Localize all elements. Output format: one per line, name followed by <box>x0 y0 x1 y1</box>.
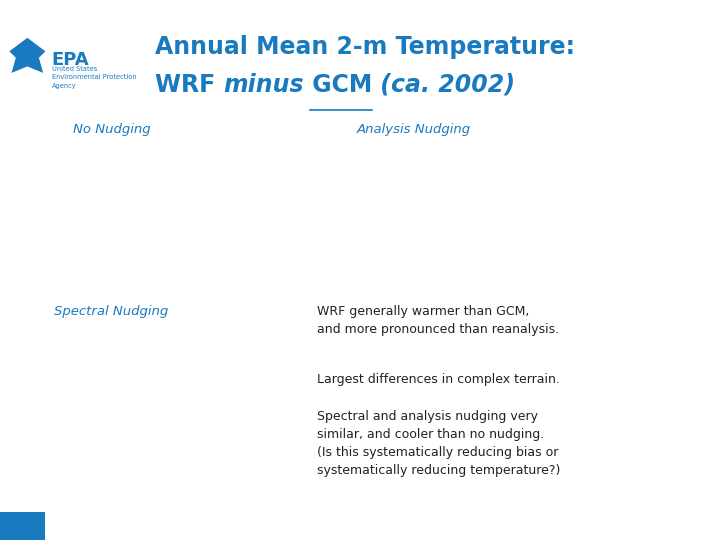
Text: WRF generally warmer than GCM,
and more pronounced than reanalysis.: WRF generally warmer than GCM, and more … <box>317 305 559 336</box>
Text: EPA: EPA <box>52 51 89 69</box>
Text: WRF: WRF <box>155 73 223 97</box>
Text: (ca. 2002): (ca. 2002) <box>372 73 516 97</box>
Text: Spectral Nudging: Spectral Nudging <box>55 305 168 318</box>
Text: Spectral and analysis nudging very
similar, and cooler than no nudging.
(Is this: Spectral and analysis nudging very simil… <box>317 410 560 477</box>
Text: No Nudging: No Nudging <box>73 123 150 136</box>
Text: Annual Mean 2-m Temperature:: Annual Mean 2-m Temperature: <box>155 35 575 59</box>
Text: Analysis Nudging: Analysis Nudging <box>357 123 471 136</box>
Text: minus: minus <box>223 73 304 97</box>
Text: Largest differences in complex terrain.: Largest differences in complex terrain. <box>317 373 559 386</box>
FancyBboxPatch shape <box>0 512 45 540</box>
Polygon shape <box>9 38 45 73</box>
Text: United States
Environmental Protection
Agency: United States Environmental Protection A… <box>52 66 137 89</box>
Text: GCM: GCM <box>304 73 372 97</box>
